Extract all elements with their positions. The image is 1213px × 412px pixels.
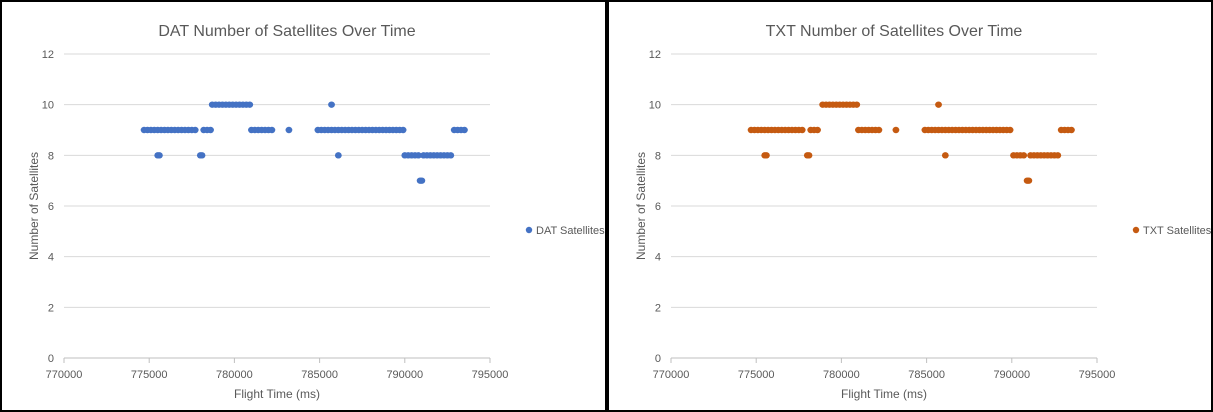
dat-chart: DAT Number of Satellites Over Time 0 2 4 6 8 1… — [27, 23, 605, 401]
x-tick-label: 795000 — [472, 369, 509, 381]
data-point — [156, 152, 163, 159]
legend-label: DAT Satellites — [536, 225, 605, 237]
data-point — [892, 126, 900, 134]
data-point — [798, 126, 806, 134]
data-point — [191, 126, 199, 134]
data-point — [447, 152, 455, 159]
data-point — [1054, 152, 1062, 159]
data-point — [814, 126, 821, 134]
data-point — [1020, 152, 1028, 159]
y-tick-label: 8 — [48, 150, 54, 162]
data-point — [805, 152, 813, 159]
data-point — [268, 126, 276, 134]
data-point — [246, 101, 254, 108]
data-point — [1068, 126, 1075, 134]
data-point — [328, 101, 335, 108]
data-point — [935, 101, 942, 108]
y-tick-label: 12 — [649, 49, 661, 61]
x-tick-label: 780000 — [216, 369, 253, 381]
x-tick-label: 775000 — [738, 369, 775, 381]
y-tick-label: 12 — [42, 49, 54, 61]
legend-marker — [1132, 226, 1140, 234]
x-tick-label: 790000 — [386, 369, 423, 381]
data-point — [207, 126, 214, 134]
y-tick-label: 6 — [48, 201, 54, 213]
y-tick-label: 10 — [649, 100, 661, 112]
y-tick-label: 2 — [655, 302, 661, 314]
x-tick-label: 770000 — [46, 369, 83, 381]
y-tick-label: 8 — [655, 150, 661, 162]
txt-chart: TXT Number of Satellites Over Time 0 2 4 6 8 1… — [634, 23, 1211, 401]
x-tick-label: 775000 — [131, 369, 168, 381]
data-point — [763, 152, 770, 159]
data-point — [418, 177, 426, 184]
data-point — [1006, 126, 1014, 134]
data-point — [461, 126, 468, 134]
y-tick-label: 4 — [655, 252, 661, 264]
y-tick-label: 2 — [48, 302, 54, 314]
y-tick-label: 6 — [655, 201, 661, 213]
y-tick-label: 4 — [48, 252, 54, 264]
y-tick-label: 0 — [48, 353, 54, 365]
x-tick-label: 790000 — [993, 369, 1030, 381]
data-point — [334, 152, 342, 159]
chart-title: DAT Number of Satellites Over Time — [158, 23, 415, 40]
data-point — [399, 126, 407, 134]
y-axis-title: Number of Satellites — [634, 152, 648, 260]
x-tick-label: 780000 — [823, 369, 860, 381]
data-point — [285, 126, 293, 134]
data-point — [875, 126, 883, 134]
y-tick-label: 10 — [42, 100, 54, 112]
x-tick-label: 785000 — [908, 369, 945, 381]
x-tick-label: 770000 — [653, 369, 690, 381]
data-point — [415, 152, 422, 159]
data-point — [941, 152, 949, 159]
legend-label: TXT Satellites — [1143, 225, 1211, 237]
data-point — [853, 101, 861, 108]
x-axis-title: Flight Time (ms) — [841, 387, 927, 401]
data-point — [198, 152, 206, 159]
txt-chart-panel: TXT Number of Satellites Over Time 0 2 4 6 8 1… — [607, 0, 1213, 412]
x-tick-label: 795000 — [1079, 369, 1116, 381]
x-tick-label: 785000 — [301, 369, 338, 381]
legend-marker — [525, 226, 533, 234]
y-axis-title: Number of Satellites — [27, 152, 41, 260]
x-axis-title: Flight Time (ms) — [234, 387, 320, 401]
dat-chart-panel: DAT Number of Satellites Over Time 0 2 4 6 8 1… — [0, 0, 607, 412]
y-tick-label: 0 — [655, 353, 661, 365]
data-point — [1025, 177, 1033, 184]
chart-title: TXT Number of Satellites Over Time — [766, 23, 1023, 40]
